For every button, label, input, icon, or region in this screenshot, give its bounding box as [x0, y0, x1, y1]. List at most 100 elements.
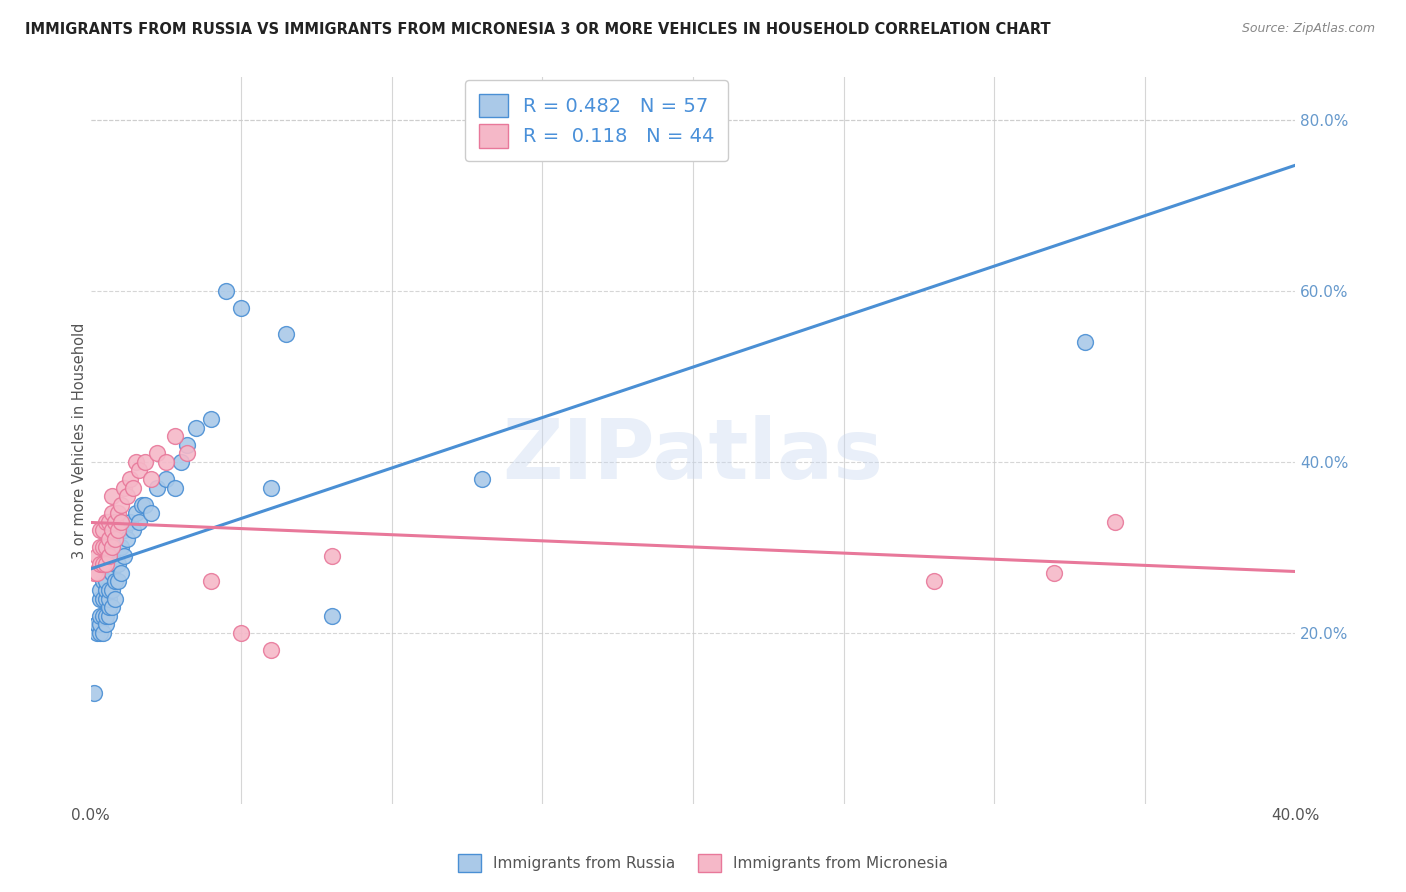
- Point: [107, 558, 129, 572]
- Point: [200, 574, 222, 589]
- Point: [100, 582, 122, 597]
- Point: [121, 523, 143, 537]
- Point: [89, 582, 111, 597]
- Legend: Immigrants from Russia, Immigrants from Micronesia: Immigrants from Russia, Immigrants from …: [450, 846, 956, 880]
- Point: [104, 558, 127, 572]
- Point: [83, 685, 105, 699]
- Point: [155, 472, 177, 486]
- Point: [86, 549, 108, 563]
- Point: [107, 523, 129, 537]
- Point: [121, 481, 143, 495]
- Point: [100, 523, 122, 537]
- Point: [134, 455, 156, 469]
- Point: [1073, 335, 1095, 350]
- Point: [321, 608, 343, 623]
- Point: [94, 582, 117, 597]
- Point: [94, 574, 117, 589]
- Point: [83, 566, 105, 580]
- Point: [89, 541, 111, 555]
- Point: [89, 617, 111, 632]
- Point: [91, 591, 114, 606]
- Point: [471, 472, 494, 486]
- Point: [146, 481, 169, 495]
- Point: [94, 558, 117, 572]
- Point: [163, 481, 186, 495]
- Point: [118, 472, 141, 486]
- Point: [97, 591, 120, 606]
- Point: [104, 591, 127, 606]
- Point: [260, 481, 283, 495]
- Point: [100, 600, 122, 615]
- Point: [94, 515, 117, 529]
- Point: [97, 582, 120, 597]
- Point: [97, 549, 120, 563]
- Point: [100, 566, 122, 580]
- Point: [94, 591, 117, 606]
- Point: [176, 438, 198, 452]
- Y-axis label: 3 or more Vehicles in Household: 3 or more Vehicles in Household: [72, 322, 87, 558]
- Legend: R = 0.482   N = 57, R =  0.118   N = 44: R = 0.482 N = 57, R = 0.118 N = 44: [465, 80, 728, 161]
- Point: [131, 498, 153, 512]
- Point: [200, 412, 222, 426]
- Point: [104, 574, 127, 589]
- Point: [91, 608, 114, 623]
- Point: [100, 506, 122, 520]
- Point: [176, 446, 198, 460]
- Point: [86, 625, 108, 640]
- Text: IMMIGRANTS FROM RUSSIA VS IMMIGRANTS FROM MICRONESIA 3 OR MORE VEHICLES IN HOUSE: IMMIGRANTS FROM RUSSIA VS IMMIGRANTS FRO…: [25, 22, 1050, 37]
- Point: [231, 625, 253, 640]
- Point: [260, 643, 283, 657]
- Point: [100, 541, 122, 555]
- Point: [139, 506, 162, 520]
- Point: [110, 515, 132, 529]
- Point: [110, 498, 132, 512]
- Point: [115, 489, 138, 503]
- Point: [86, 617, 108, 632]
- Point: [125, 455, 148, 469]
- Point: [86, 617, 108, 632]
- Point: [89, 625, 111, 640]
- Point: [104, 532, 127, 546]
- Point: [321, 549, 343, 563]
- Point: [97, 600, 120, 615]
- Point: [107, 574, 129, 589]
- Point: [86, 566, 108, 580]
- Point: [104, 515, 127, 529]
- Text: ZIPatlas: ZIPatlas: [502, 415, 883, 496]
- Point: [922, 574, 945, 589]
- Point: [94, 541, 117, 555]
- Point: [91, 625, 114, 640]
- Point: [89, 523, 111, 537]
- Point: [276, 326, 298, 341]
- Point: [94, 608, 117, 623]
- Point: [146, 446, 169, 460]
- Point: [97, 515, 120, 529]
- Point: [100, 489, 122, 503]
- Point: [134, 498, 156, 512]
- Point: [170, 455, 193, 469]
- Point: [1043, 566, 1066, 580]
- Point: [112, 481, 135, 495]
- Point: [97, 532, 120, 546]
- Point: [215, 284, 238, 298]
- Point: [1104, 515, 1126, 529]
- Point: [91, 541, 114, 555]
- Point: [89, 558, 111, 572]
- Point: [115, 532, 138, 546]
- Point: [100, 549, 122, 563]
- Point: [184, 421, 207, 435]
- Point: [112, 549, 135, 563]
- Point: [94, 617, 117, 632]
- Point: [89, 608, 111, 623]
- Point: [128, 515, 150, 529]
- Text: Source: ZipAtlas.com: Source: ZipAtlas.com: [1241, 22, 1375, 36]
- Point: [118, 515, 141, 529]
- Point: [110, 541, 132, 555]
- Point: [163, 429, 186, 443]
- Point: [97, 608, 120, 623]
- Point: [107, 506, 129, 520]
- Point: [231, 301, 253, 315]
- Point: [128, 463, 150, 477]
- Point: [91, 558, 114, 572]
- Point: [112, 523, 135, 537]
